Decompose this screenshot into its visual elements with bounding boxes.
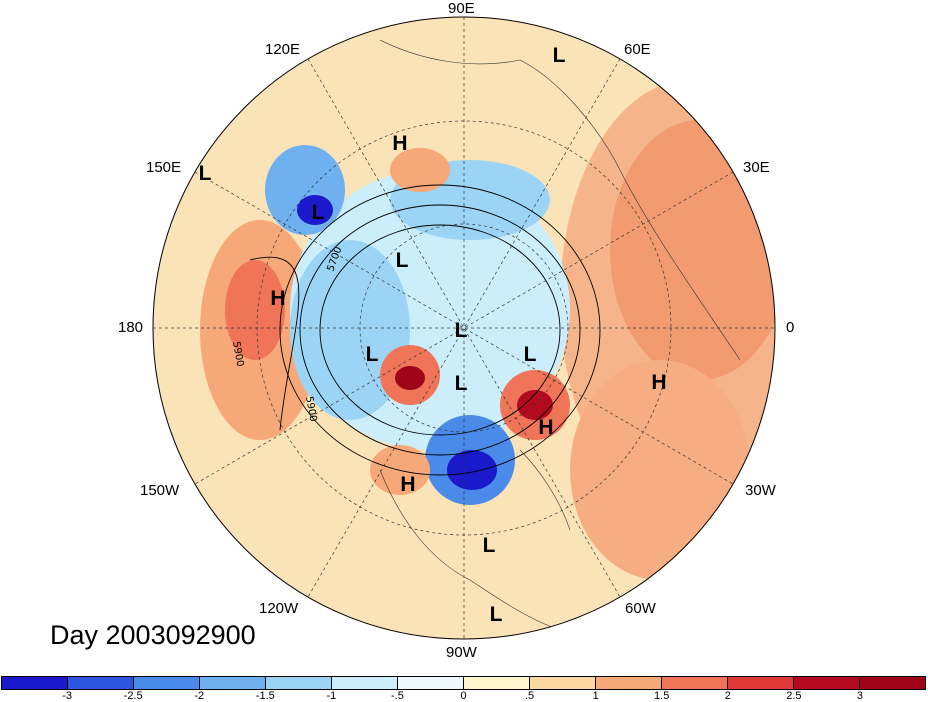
pressure-center: L [366, 343, 379, 366]
graticule [153, 17, 775, 639]
colorbar-swatch [794, 677, 860, 689]
colorbar-tick-label: .5 [524, 690, 535, 702]
pressure-center: L [199, 162, 212, 185]
contour-label: 5900 [303, 396, 318, 423]
colorbar-ticks: -3 -2.5 -2 -1.5 -1 -.5 0 .5 1 1.5 2 2.5 3 [0, 690, 928, 702]
pressure-center: H [270, 287, 285, 310]
colorbar-swatch [200, 677, 266, 689]
pressure-center: L [524, 343, 537, 366]
pressure-center: L [396, 249, 409, 272]
colorbar-swatch [398, 677, 464, 689]
colorbar-swatch [530, 677, 596, 689]
colorbar-swatch [2, 677, 68, 689]
lon-label-90w: 90W [446, 644, 477, 661]
colorbar-tick-label: -2 [194, 690, 205, 702]
pressure-center: L [312, 201, 325, 224]
lon-label-30e: 30E [743, 159, 770, 176]
colorbar-tick-label: 0 [460, 690, 467, 702]
lon-label-150w: 150W [140, 482, 180, 499]
pressure-center: H [538, 416, 553, 439]
colorbar-tick-label: 2.5 [786, 690, 802, 702]
lon-label-0: 0 [786, 319, 795, 336]
colorbar-swatch [596, 677, 662, 689]
colorbar-swatch [860, 677, 925, 689]
colorbar-tick-label: -3 [62, 690, 72, 702]
colorbar-tick-label: -1 [326, 690, 337, 702]
colorbar-tick-label: -1.5 [255, 690, 275, 702]
lon-label-90e: 90E [448, 0, 475, 17]
colorbar [1, 676, 926, 690]
pressure-center: L [455, 372, 468, 395]
map-title: Day 2003092900 [50, 620, 256, 650]
lon-label-60w: 60W [625, 600, 656, 617]
colorbar-swatch [662, 677, 728, 689]
pressure-center: L [553, 44, 566, 67]
lon-label-30w: 30W [745, 482, 776, 499]
colorbar-swatch [134, 677, 200, 689]
lon-label-120e: 120E [265, 41, 301, 58]
colorbar-tick-label: 2 [724, 690, 731, 702]
pressure-center: H [651, 371, 666, 394]
colorbar-tick-label: 1.5 [654, 690, 670, 702]
pressure-center: L [490, 603, 503, 626]
colorbar-swatch [728, 677, 794, 689]
colorbar-tick-label: -2.5 [123, 690, 143, 702]
colorbar-tick-label: 3 [856, 690, 863, 702]
contour-label: 5900 [230, 341, 245, 368]
colorbar-tick-label: 1 [592, 690, 599, 702]
pressure-center: H [400, 473, 415, 496]
pressure-center: L [483, 534, 496, 557]
colorbar-swatch [464, 677, 530, 689]
lon-label-180: 180 [118, 319, 144, 336]
lon-label-60e: 60E [624, 41, 651, 58]
pressure-center: H [392, 132, 407, 155]
colorbar-tick-label: -.5 [391, 690, 404, 702]
lon-label-120w: 120W [259, 600, 299, 617]
colorbar-swatch [266, 677, 332, 689]
colorbar-swatch [332, 677, 398, 689]
lon-label-150e: 150E [146, 159, 182, 176]
colorbar-swatch [68, 677, 134, 689]
pressure-center: L [455, 319, 468, 342]
